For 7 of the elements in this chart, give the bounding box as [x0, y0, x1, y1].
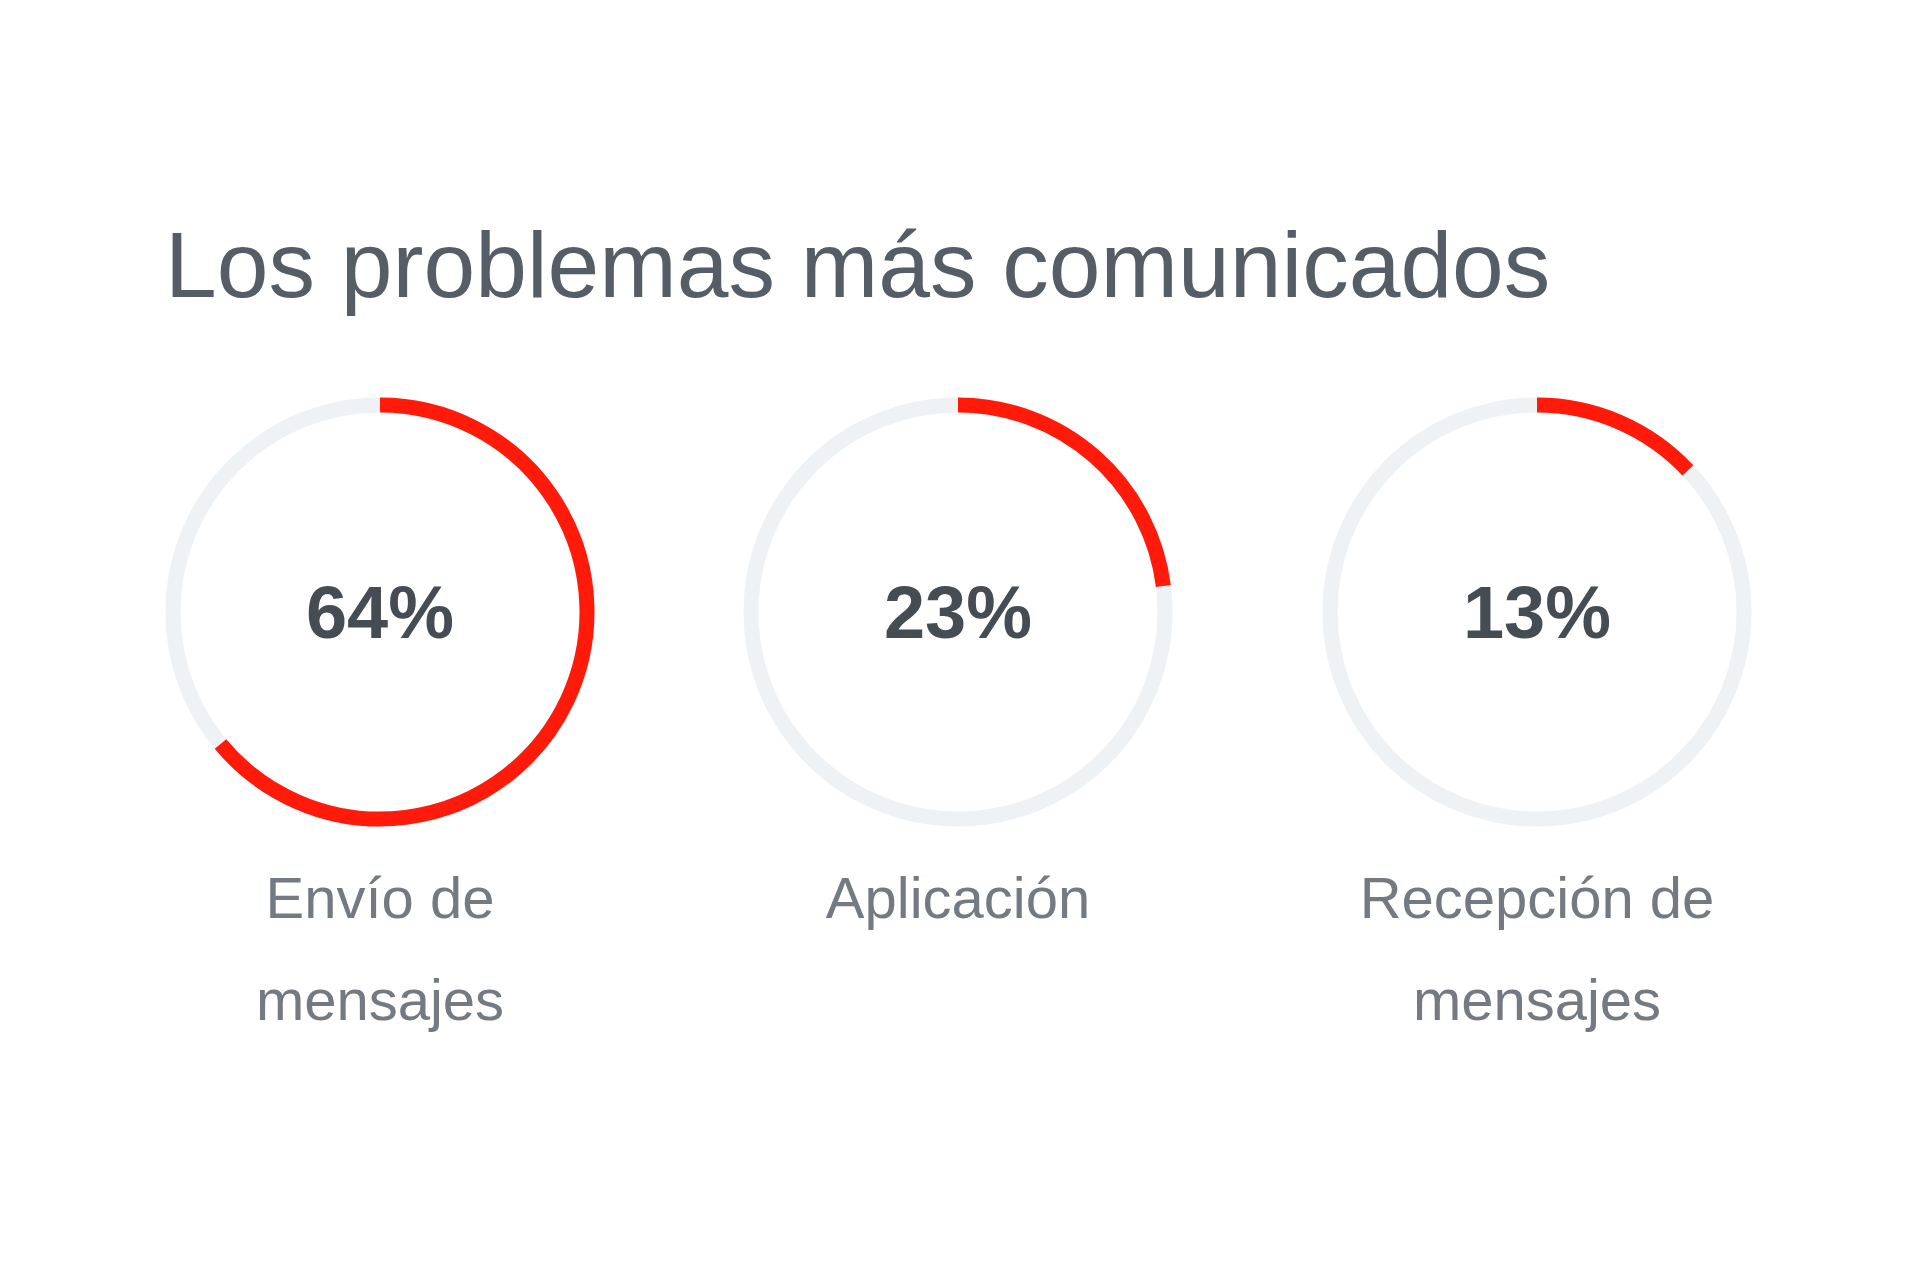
data-label: 64%: [304, 569, 456, 656]
text: Los problemas más comunicados: [165, 212, 1551, 319]
data-label: 23%: [882, 569, 1034, 656]
data-label: 13%: [1461, 569, 1613, 656]
category-label: Recepción de mensajes: [1358, 864, 1716, 1034]
category-label: Aplicación: [824, 864, 1092, 932]
category-label: Envío de mensajes: [254, 864, 506, 1034]
